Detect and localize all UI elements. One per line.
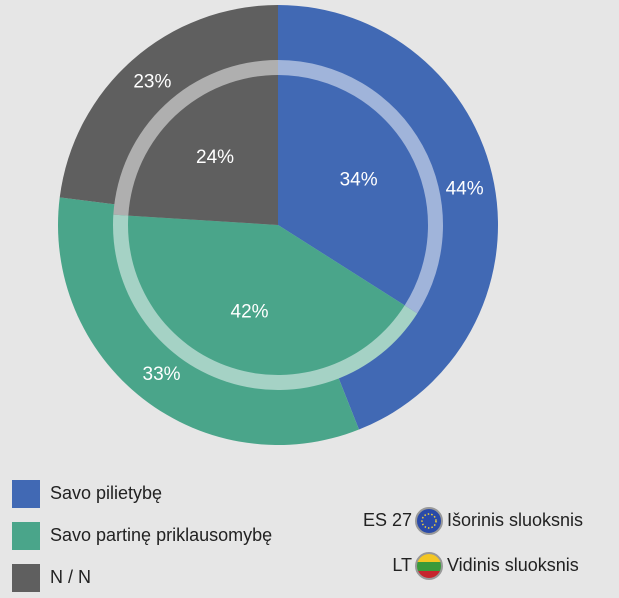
legend-label: Savo pilietybę <box>50 483 162 503</box>
eu-icon <box>415 507 443 535</box>
value-label: 44% <box>446 178 484 199</box>
layer-label: ES 27 <box>363 510 412 530</box>
legend-swatch <box>12 480 40 508</box>
pie: 44% 33% 23% 34% 42% 24% Savo pilietybę Savo par… <box>12 5 583 592</box>
value-label: 34% <box>340 170 378 191</box>
value-label: 33% <box>143 364 181 385</box>
value-label: 42% <box>231 302 269 323</box>
legend-label: N / N <box>50 567 91 587</box>
legend-label: Savo partinę priklausomybę <box>50 525 272 545</box>
layer-name: Išorinis sluoksnis <box>447 510 583 530</box>
layer-name: Vidinis sluoksnis <box>447 555 579 575</box>
value-label: 23% <box>133 71 171 92</box>
slice <box>278 75 429 306</box>
slice <box>128 215 405 376</box>
legend-swatch <box>12 564 40 592</box>
lt-icon <box>415 552 443 580</box>
value-label: 24% <box>196 147 234 168</box>
slice <box>128 75 278 225</box>
layer-label: LT <box>392 555 412 575</box>
legend-swatch <box>12 522 40 550</box>
